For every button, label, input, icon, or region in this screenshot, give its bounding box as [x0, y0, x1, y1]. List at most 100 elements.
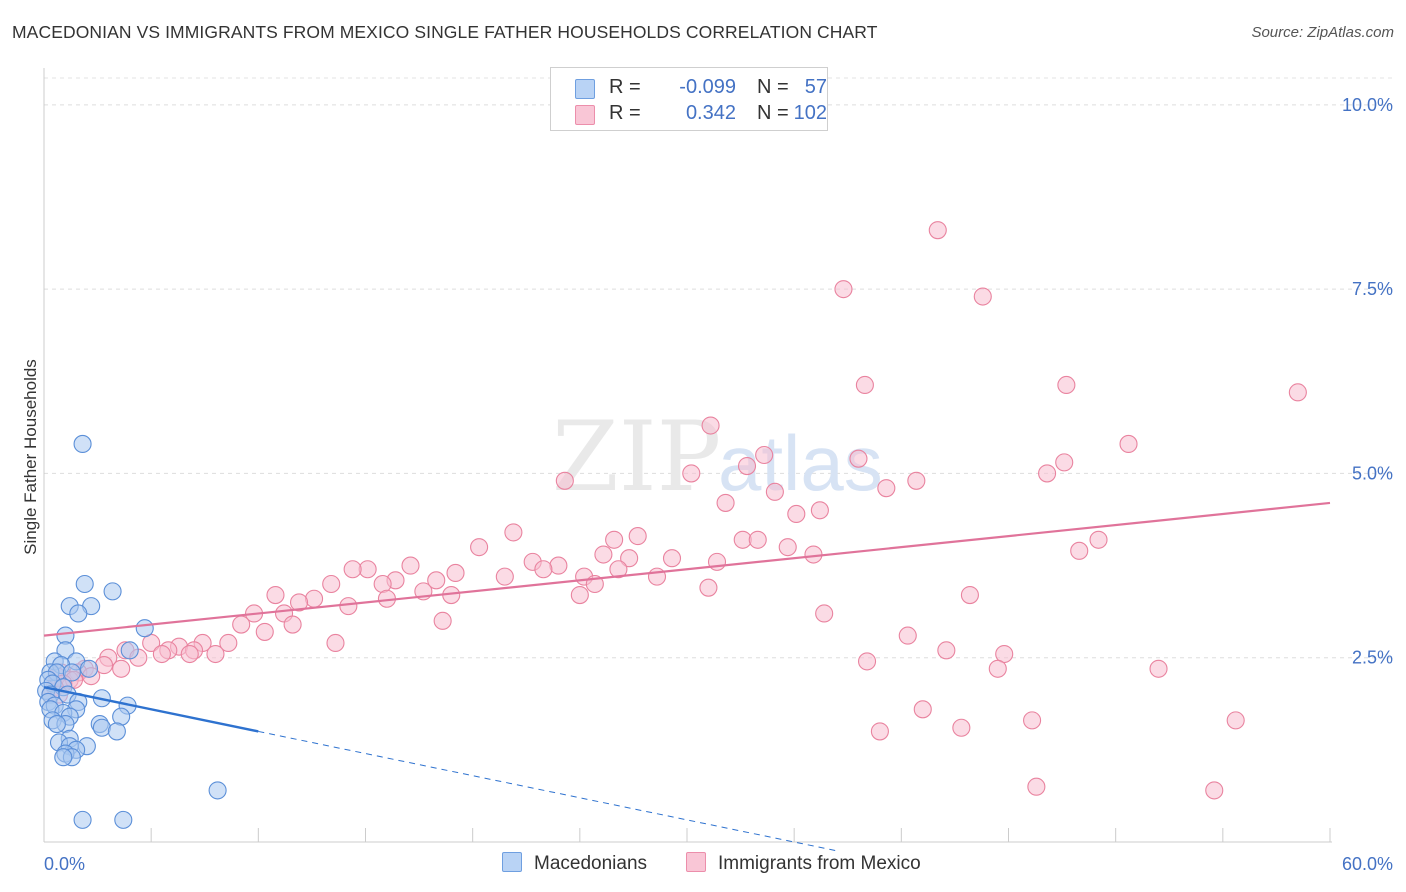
mexico-point: [266, 586, 285, 605]
mexico-point: [570, 586, 589, 605]
mexico-point: [815, 604, 834, 623]
mexico-point: [699, 578, 718, 597]
mexico-point: [1089, 530, 1108, 549]
macedonian-point: [79, 659, 99, 678]
bottom-legend-label: Macedonians: [534, 853, 648, 874]
mexico-point: [555, 471, 574, 490]
y-axis-tick-labels: 2.5% 5.0% 7.5% 10.0%: [1342, 95, 1393, 668]
mexico-point: [1038, 464, 1057, 483]
macedonian-point: [208, 781, 227, 800]
bottom-legend-swatch-pink: [686, 852, 706, 872]
mexico-point: [913, 700, 932, 719]
watermark: ZIP atlas: [552, 401, 883, 513]
macedonian-trend-line: [43, 686, 259, 733]
mexico-point: [112, 659, 131, 678]
mexico-point: [748, 530, 767, 549]
mexico-point: [433, 611, 452, 630]
mexico-point: [755, 445, 774, 465]
legend-n-label: N =: [757, 102, 789, 124]
mexico-point: [358, 560, 377, 579]
legend-n-value: 57: [804, 76, 827, 98]
mexico-point: [322, 574, 341, 594]
mexico-point: [232, 615, 251, 634]
mexico-point: [733, 530, 752, 549]
mexico-point: [609, 560, 628, 579]
macedonian-point: [62, 663, 81, 682]
mexico-point: [1205, 781, 1224, 800]
mexico-point: [857, 652, 877, 671]
mexico-point: [870, 722, 889, 741]
mexico-point: [605, 530, 624, 549]
mexico-point: [206, 644, 225, 664]
correlation-legend: R = -0.099 N = 57 R = 0.342 N = 102: [550, 67, 828, 131]
mexico-point: [849, 449, 868, 468]
mexico-point: [401, 556, 420, 575]
legend-swatch-pink: [575, 105, 595, 125]
y-tick-label: 10.0%: [1342, 95, 1393, 115]
legend-r-value: -0.099: [679, 76, 736, 98]
macedonian-point: [75, 574, 94, 594]
mexico-trend-line: [43, 501, 1331, 637]
legend-r-label: R =: [609, 102, 641, 124]
chart-title: MACEDONIAN VS IMMIGRANTS FROM MEXICO SIN…: [12, 22, 878, 42]
macedonian-trend-extension: [258, 730, 838, 852]
y-tick-label: 7.5%: [1352, 279, 1393, 299]
legend-n-label: N =: [757, 76, 789, 98]
watermark-zip: ZIP: [552, 401, 721, 513]
bottom-legend-macedonians: Macedonians: [502, 852, 647, 875]
macedonian-point: [47, 715, 66, 734]
mexico-point: [504, 523, 523, 542]
macedonian-point: [135, 619, 154, 638]
macedonians-points: [37, 434, 227, 829]
legend-r-value: 0.342: [685, 102, 736, 124]
mexico-point: [534, 560, 553, 579]
bottom-legend-immigrants: Immigrants from Mexico: [686, 852, 921, 875]
mexico-point: [737, 457, 757, 476]
mexico-point: [1149, 659, 1168, 678]
mexico-point: [928, 221, 947, 240]
mexico-point: [628, 527, 647, 546]
x-tick-label-min: 0.0%: [44, 854, 85, 874]
mexico-point: [988, 659, 1007, 678]
mexico-point: [778, 538, 797, 557]
macedonian-point: [103, 582, 122, 601]
mexico-point: [283, 615, 302, 634]
mexico-point: [495, 567, 514, 586]
mexico-point: [855, 375, 874, 395]
mexico-point: [1288, 383, 1307, 402]
mexico-point: [1057, 375, 1076, 395]
mexico-point: [180, 644, 199, 664]
mexico-point: [305, 589, 324, 608]
bottom-legend-swatch-blue: [502, 852, 522, 872]
legend-swatch-blue: [575, 79, 595, 99]
y-tick-label: 5.0%: [1352, 463, 1393, 483]
legend-n-value: 102: [793, 102, 827, 124]
mexico-point: [765, 482, 784, 501]
mexico-point: [594, 545, 613, 564]
mexico-point: [343, 560, 362, 579]
mexico-point: [427, 571, 446, 590]
mexico-point: [152, 644, 171, 664]
mexico-point: [290, 593, 309, 612]
macedonian-point: [73, 434, 92, 453]
mexico-point: [960, 586, 979, 605]
mexico-point: [1027, 777, 1046, 796]
mexico-point: [973, 287, 992, 306]
x-tick-label-max: 60.0%: [1342, 854, 1393, 874]
mexico-point: [255, 622, 274, 641]
macedonian-point: [107, 722, 126, 741]
mexico-point: [339, 597, 358, 616]
trend-lines: [43, 501, 1331, 852]
mexico-point: [907, 471, 926, 490]
macedonian-point: [54, 748, 73, 767]
mexico-point: [1023, 711, 1042, 730]
mexico-point: [682, 464, 701, 483]
x-axis-ticks: [43, 828, 1331, 842]
macedonian-point: [69, 604, 88, 623]
macedonian-point: [73, 810, 92, 829]
mexico-point: [877, 479, 896, 498]
mexico-point: [810, 501, 829, 520]
bottom-legend-label: Immigrants from Mexico: [718, 853, 921, 874]
macedonian-point: [120, 641, 139, 660]
